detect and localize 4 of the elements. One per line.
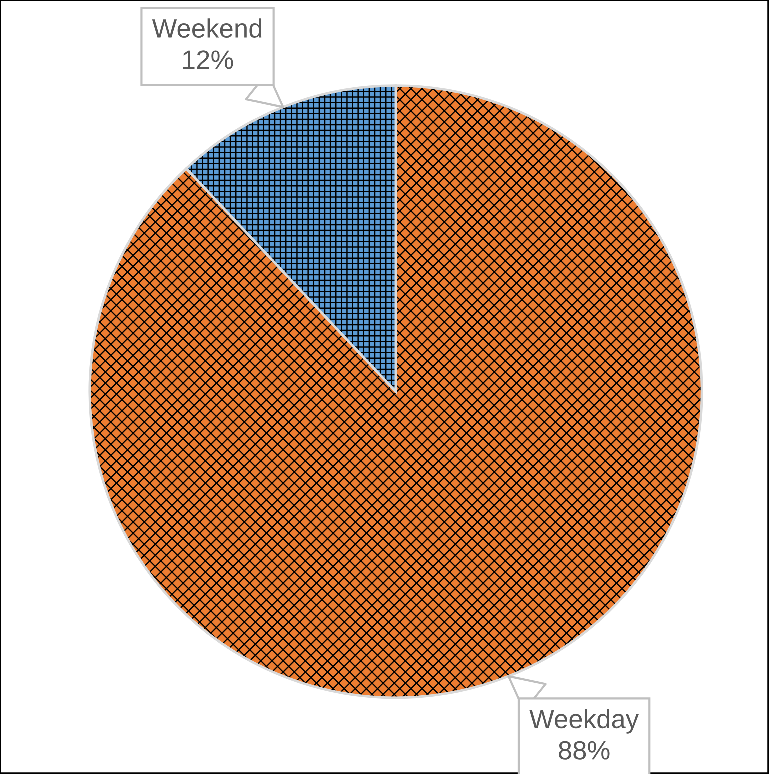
slice-label: Weekend (152, 18, 262, 38)
data-label: 12% (183, 50, 234, 70)
data-label: 88% (559, 741, 610, 760)
slice-label: Weekday (530, 709, 640, 734)
